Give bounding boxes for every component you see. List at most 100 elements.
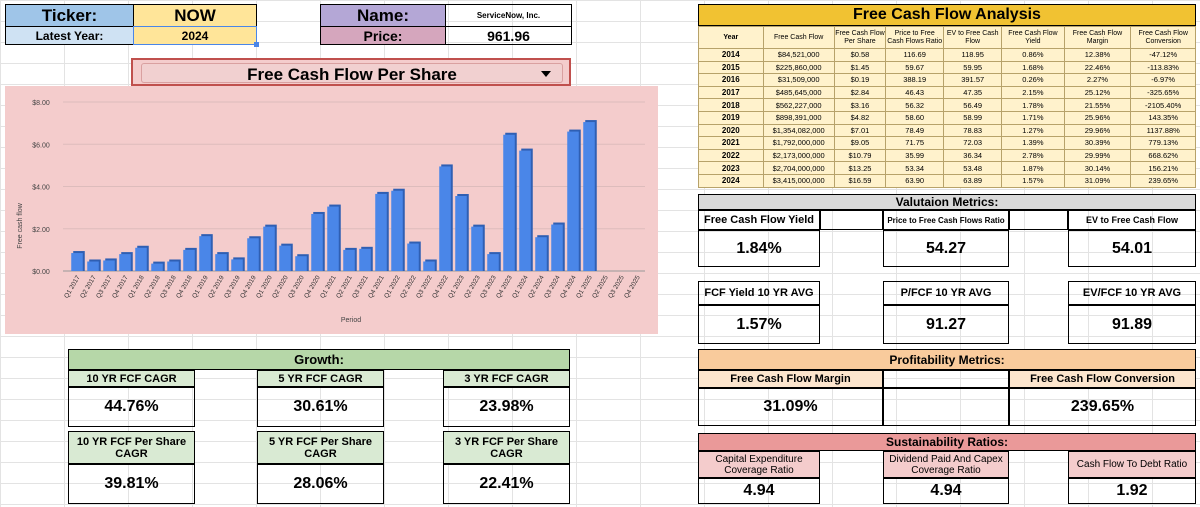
- bar: [183, 249, 195, 271]
- fcf-margin-label: Free Cash Flow Margin: [698, 370, 883, 388]
- bar: [535, 237, 547, 271]
- table-cell: $9.05: [833, 136, 887, 150]
- label-line: CAGR: [115, 447, 148, 460]
- table-cell: 12.38%: [1063, 48, 1132, 62]
- dropdown-chip[interactable]: Free Cash Flow Per Share: [141, 63, 563, 84]
- fcf-cagr-10-label: 10 YR FCF CAGR: [68, 370, 195, 387]
- bar: [135, 247, 147, 271]
- ev-fcf-value: 54.01: [1068, 230, 1196, 267]
- table-cell: $2,173,000,000: [762, 148, 835, 163]
- p-fcf-value: 54.27: [883, 230, 1009, 267]
- bar: [423, 261, 435, 271]
- fcf-ps-cagr-3-value: 22.41%: [443, 464, 570, 504]
- table-cell: 156.21%: [1130, 161, 1196, 175]
- bar: [471, 226, 483, 271]
- bar: [279, 245, 291, 271]
- name-label: Name:: [320, 4, 446, 27]
- bar: [71, 253, 83, 271]
- table-cell: 2.78%: [1001, 148, 1065, 163]
- table-cell: 71.75: [885, 136, 945, 150]
- year-cell: 2022: [698, 148, 764, 163]
- table-cell: 59.67: [885, 60, 945, 75]
- table-row: 2014 $84,521,000 $0.58 116.69 118.95 0.86% 12.…: [698, 48, 1196, 62]
- fcf-ps-cagr-3-label: 3 YR FCF Per Share CAGR: [443, 431, 570, 464]
- label-line: CAGR: [490, 447, 523, 460]
- metric-dropdown[interactable]: Free Cash Flow Per Share: [131, 58, 571, 86]
- fcf-yield-label: Free Cash Flow Yield: [698, 210, 820, 230]
- table-cell: -325.65%: [1130, 85, 1196, 100]
- table-cell: 21.55%: [1063, 98, 1132, 112]
- label-line: CAGR: [304, 447, 337, 460]
- fcf-analysis-title: Free Cash Flow Analysis: [698, 4, 1196, 26]
- bar: [343, 249, 355, 271]
- bar: [519, 150, 531, 271]
- table-cell: 668.62%: [1130, 148, 1196, 163]
- fcf-ps-cagr-10-value: 39.81%: [68, 464, 195, 504]
- table-cell: 47.35: [943, 85, 1003, 100]
- x-tick-label: Q4 2025: [623, 274, 642, 299]
- table-cell: -47.12%: [1130, 48, 1196, 62]
- bar: [487, 254, 499, 271]
- table-row: 2015 $225,860,000 $1.45 59.67 59.95 1.68% 22.4…: [698, 60, 1196, 75]
- bar: [439, 166, 451, 271]
- table-cell: 1.57%: [1001, 173, 1065, 188]
- table-cell: 25.12%: [1063, 85, 1132, 100]
- ev-fcf-avg-value: 91.89: [1068, 305, 1196, 344]
- table-cell: $84,521,000: [762, 48, 835, 62]
- table-cell: 0.86%: [1001, 48, 1065, 62]
- table-cell: 239.65%: [1130, 173, 1196, 188]
- ev-fcf-avg-label: EV/FCF 10 YR AVG: [1068, 281, 1196, 305]
- table-cell: 25.96%: [1063, 110, 1132, 125]
- latest-year-value[interactable]: 2024: [133, 26, 257, 45]
- table-cell: $16.59: [833, 173, 887, 188]
- table-cell: 2.27%: [1063, 73, 1132, 87]
- table-row: 2021 $1,792,000,000 $9.05 71.75 72.03 1.39% 30…: [698, 136, 1196, 150]
- cell-selection-handle[interactable]: [254, 42, 259, 47]
- bar: [503, 134, 515, 271]
- table-cell: -113.83%: [1130, 60, 1196, 75]
- table-cell: 1.71%: [1001, 110, 1065, 125]
- fcf-cagr-5-label: 5 YR FCF CAGR: [257, 370, 384, 387]
- capex-coverage-value: 4.94: [698, 478, 820, 504]
- fcf-yield-avg-value: 1.57%: [698, 305, 820, 344]
- y-tick-label: $6.00: [32, 142, 50, 149]
- table-cell: 29.99%: [1063, 148, 1132, 163]
- fcf-analysis-table: Year Free Cash Flow Free Cash Flow Per Sha…: [698, 26, 1196, 188]
- table-cell: $562,227,000: [762, 98, 835, 112]
- price-value: 961.96: [445, 26, 572, 45]
- cash-flow-debt-value: 1.92: [1068, 478, 1196, 504]
- fcf-ps-cagr-10-label: 10 YR FCF Per Share CAGR: [68, 431, 195, 464]
- table-row: 2022 $2,173,000,000 $10.79 35.99 36.34 2.78% 2…: [698, 148, 1196, 163]
- fcf-conversion-label: Free Cash Flow Conversion: [1009, 370, 1196, 388]
- bar: [583, 122, 595, 271]
- bar: [455, 196, 467, 271]
- div-capex-coverage-value: 4.94: [883, 478, 1009, 504]
- empty-cell: [883, 388, 1009, 426]
- table-cell: $225,860,000: [762, 60, 835, 75]
- fcf-cagr-3-value: 23.98%: [443, 387, 570, 427]
- column-header: Free Cash Flow Conversion: [1130, 26, 1196, 49]
- table-cell: 30.14%: [1063, 161, 1132, 175]
- table-cell: 22.46%: [1063, 60, 1132, 75]
- ticker-value[interactable]: NOW: [133, 4, 257, 27]
- table-cell: 1.78%: [1001, 98, 1065, 112]
- table-cell: -2105.40%: [1130, 98, 1196, 112]
- bar: [407, 243, 419, 271]
- table-cell: 391.57: [943, 73, 1003, 87]
- chevron-down-icon[interactable]: [541, 71, 551, 77]
- label-line: 10 YR FCF Per Share: [76, 435, 187, 448]
- label-line: Capital Expenditure: [715, 453, 803, 465]
- table-cell: 72.03: [943, 136, 1003, 150]
- table-cell: $0.58: [833, 48, 887, 62]
- year-cell: 2017: [698, 85, 764, 100]
- fcf-cagr-5-value: 30.61%: [257, 387, 384, 427]
- table-header-row: Year Free Cash Flow Free Cash Flow Per Sha…: [698, 26, 1196, 49]
- table-cell: $7.01: [833, 123, 887, 138]
- column-header: Year: [698, 26, 764, 49]
- column-header: EV to Free Cash Flow: [943, 26, 1003, 49]
- table-cell: 63.90: [885, 173, 945, 188]
- fcf-ps-cagr-5-value: 28.06%: [257, 464, 384, 504]
- year-cell: 2020: [698, 123, 764, 138]
- table-cell: $485,645,000: [762, 85, 835, 100]
